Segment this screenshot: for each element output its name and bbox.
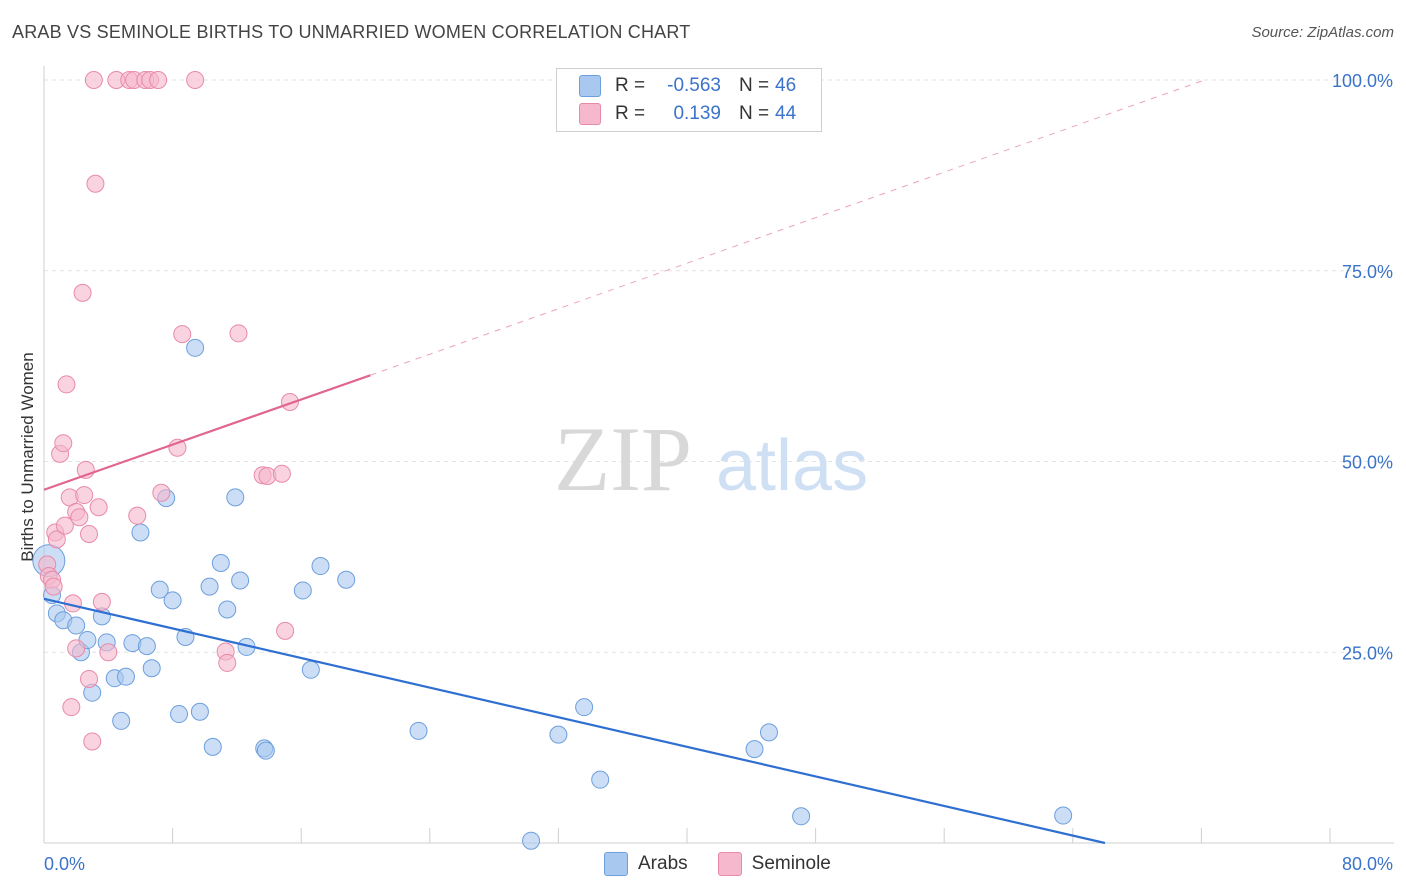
n-value: 44 [775, 103, 797, 124]
arabs-point [231, 571, 250, 590]
arabs-point [792, 807, 811, 826]
arabs-point [112, 711, 131, 730]
arabs-point [301, 660, 320, 679]
arabs-point [137, 637, 156, 656]
seminole-point [173, 325, 192, 344]
y-tick-label: 25.0% [1342, 643, 1393, 663]
arabs-point [170, 705, 189, 724]
seminole-point [89, 498, 108, 517]
n-label: N = [739, 103, 770, 124]
correlation-legend: R = -0.563 N = 46 R = 0.139 N = 44 [556, 68, 822, 132]
arabs-point [293, 581, 312, 600]
arabs-point [549, 725, 568, 744]
seminole-point [80, 669, 99, 688]
arabs-point [409, 721, 428, 740]
seminole-point [229, 324, 248, 343]
arabs-point [575, 698, 594, 717]
seminole-point [70, 508, 89, 527]
arabs-point [1054, 806, 1073, 825]
arabs-point [211, 553, 230, 572]
seminole-point [128, 506, 147, 525]
arabs-point [256, 741, 275, 760]
y-tick-label: 100.0% [1332, 71, 1393, 91]
arabs-point [522, 831, 541, 850]
arabs-point [116, 667, 135, 686]
x-tick-label: 0.0% [44, 854, 85, 874]
n-value: 46 [775, 75, 797, 96]
seminole-legend-label: Seminole [751, 853, 831, 874]
y-tick-label: 50.0% [1342, 453, 1393, 473]
x-tick-label: 80.0% [1342, 854, 1393, 874]
legend-item-arabs[interactable]: Arabs [604, 852, 688, 876]
arabs-point [759, 723, 778, 742]
arabs-swatch [579, 75, 601, 97]
arabs-trend-line [43, 597, 1106, 845]
watermark-atlas: atlas [716, 426, 868, 506]
arabs-point [186, 338, 205, 357]
seminole-point [83, 732, 102, 751]
seminole-point [55, 516, 74, 535]
r-value: 0.139 [673, 103, 721, 124]
n-label: N = [739, 75, 770, 96]
arabs-point [67, 616, 86, 635]
seminole-point [99, 643, 118, 662]
arabs-point [203, 737, 222, 756]
seminole-point [149, 71, 168, 89]
arabs-point [190, 702, 209, 721]
arabs-legend-swatch [604, 852, 628, 876]
legend-row-seminole: R = 0.139 N = 44 [579, 100, 796, 128]
arabs-point [311, 557, 330, 576]
arabs-point [218, 600, 237, 619]
arabs-point [131, 523, 150, 542]
y-tick-label: 75.0% [1342, 262, 1393, 282]
r-label: R = [615, 103, 646, 124]
seminole-trend-extension [370, 79, 1205, 376]
arabs-point [142, 659, 161, 678]
seminole-point [80, 524, 99, 543]
seminole-trend-line [43, 374, 371, 491]
seminole-swatch [579, 103, 601, 125]
watermark-zip: ZIP [554, 408, 692, 510]
legend-row-arabs: R = -0.563 N = 46 [579, 72, 796, 100]
legend-item-seminole[interactable]: Seminole [717, 852, 831, 876]
arabs-point [745, 740, 764, 759]
arabs-point [150, 580, 169, 599]
arabs-point [337, 570, 356, 589]
seminole-point [218, 653, 237, 672]
seminole-point [75, 486, 94, 505]
series-legend: Arabs Seminole [604, 852, 861, 876]
seminole-legend-swatch [717, 852, 742, 876]
seminole-point [280, 392, 299, 411]
r-value: -0.563 [667, 75, 721, 96]
y-axis-label: Births to Unmarried Women [18, 352, 37, 561]
seminole-point [272, 464, 291, 483]
seminole-point [84, 71, 103, 89]
source-label: Source: ZipAtlas.com [1251, 24, 1394, 41]
seminole-point [67, 639, 86, 658]
r-label: R = [615, 75, 646, 96]
arabs-point [200, 577, 219, 596]
seminole-point [73, 283, 92, 302]
seminole-point [47, 530, 66, 549]
seminole-point [186, 71, 205, 89]
seminole-point [152, 483, 171, 502]
arabs-legend-label: Arabs [638, 853, 688, 874]
arabs-point [163, 591, 182, 610]
arabs-point [226, 488, 245, 507]
seminole-point [62, 698, 81, 717]
seminole-point [44, 577, 63, 596]
seminole-point [57, 375, 76, 394]
arabs-point [591, 770, 610, 789]
seminole-point [92, 592, 111, 611]
seminole-point [54, 434, 73, 453]
seminole-point [86, 174, 105, 193]
seminole-point [276, 621, 295, 640]
chart-title: ARAB VS SEMINOLE BIRTHS TO UNMARRIED WOM… [12, 22, 691, 42]
